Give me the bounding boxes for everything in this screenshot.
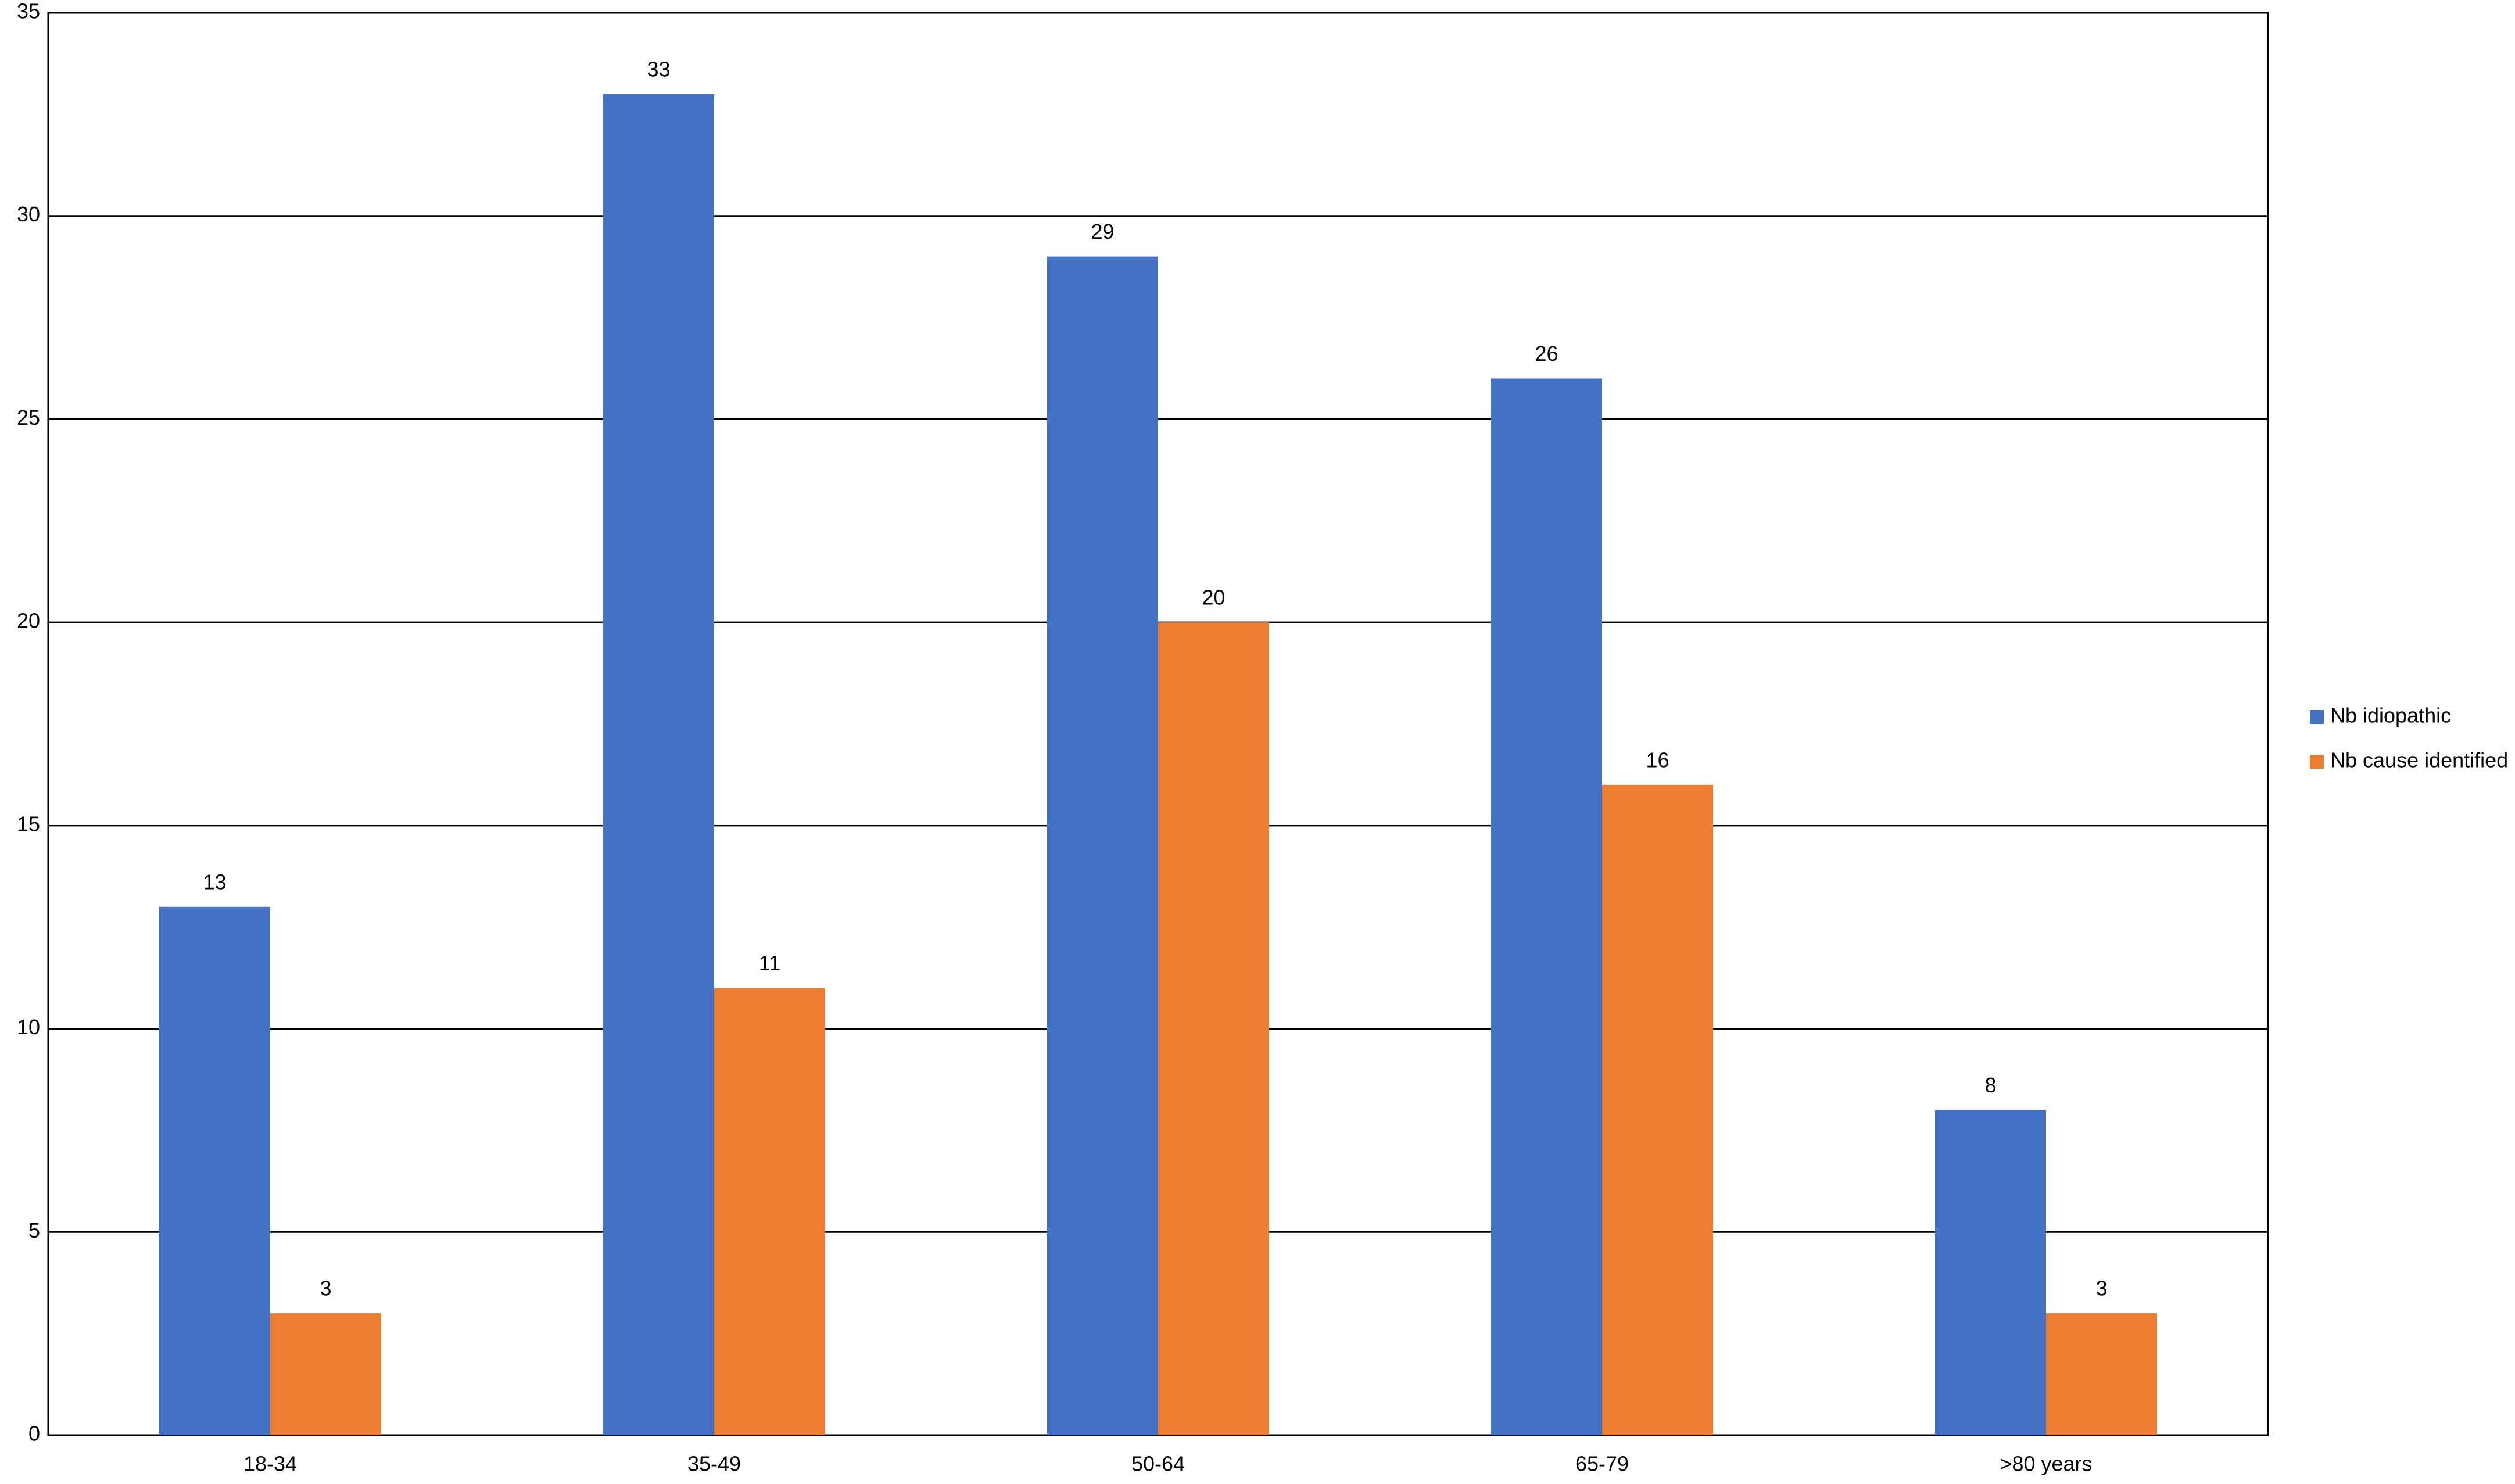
y-tick-label: 5 — [28, 1218, 40, 1242]
legend-label: Nb cause identified — [2330, 748, 2508, 772]
data-label: 3 — [320, 1277, 331, 1300]
legend-label: Nb idiopathic — [2330, 704, 2451, 727]
bar — [159, 906, 270, 1435]
bar — [1935, 1110, 2046, 1435]
data-label: 29 — [1091, 220, 1114, 243]
bar — [1047, 256, 1158, 1436]
data-label: 26 — [1535, 342, 1558, 365]
y-tick-label: 25 — [17, 406, 40, 429]
y-tick-label: 15 — [17, 812, 40, 836]
legend-swatch — [2310, 755, 2324, 769]
bar — [714, 988, 825, 1435]
bar — [603, 94, 714, 1435]
data-label: 3 — [2095, 1277, 2107, 1300]
y-tick-label: 20 — [17, 609, 40, 633]
bar — [1602, 784, 1713, 1435]
data-label: 16 — [1646, 748, 1669, 772]
bar — [1491, 378, 1602, 1435]
x-tick-label: >80 years — [2000, 1452, 2092, 1476]
x-tick-label: 65-79 — [1575, 1452, 1629, 1476]
y-tick-label: 10 — [17, 1015, 40, 1039]
data-label: 33 — [647, 57, 670, 81]
y-tick-label: 30 — [17, 202, 40, 226]
y-tick-label: 35 — [17, 0, 40, 23]
data-label: 11 — [759, 951, 780, 975]
bar — [270, 1313, 381, 1435]
x-tick-label: 35-49 — [687, 1452, 741, 1476]
data-label: 20 — [1202, 586, 1225, 610]
x-tick-label: 50-64 — [1131, 1452, 1185, 1476]
data-label: 8 — [1984, 1073, 1996, 1097]
bar — [1158, 622, 1269, 1435]
legend-swatch — [2310, 710, 2324, 724]
y-tick-label: 0 — [28, 1422, 40, 1446]
bar — [2046, 1313, 2157, 1435]
data-label: 13 — [203, 870, 226, 894]
x-tick-label: 18-34 — [243, 1452, 297, 1476]
